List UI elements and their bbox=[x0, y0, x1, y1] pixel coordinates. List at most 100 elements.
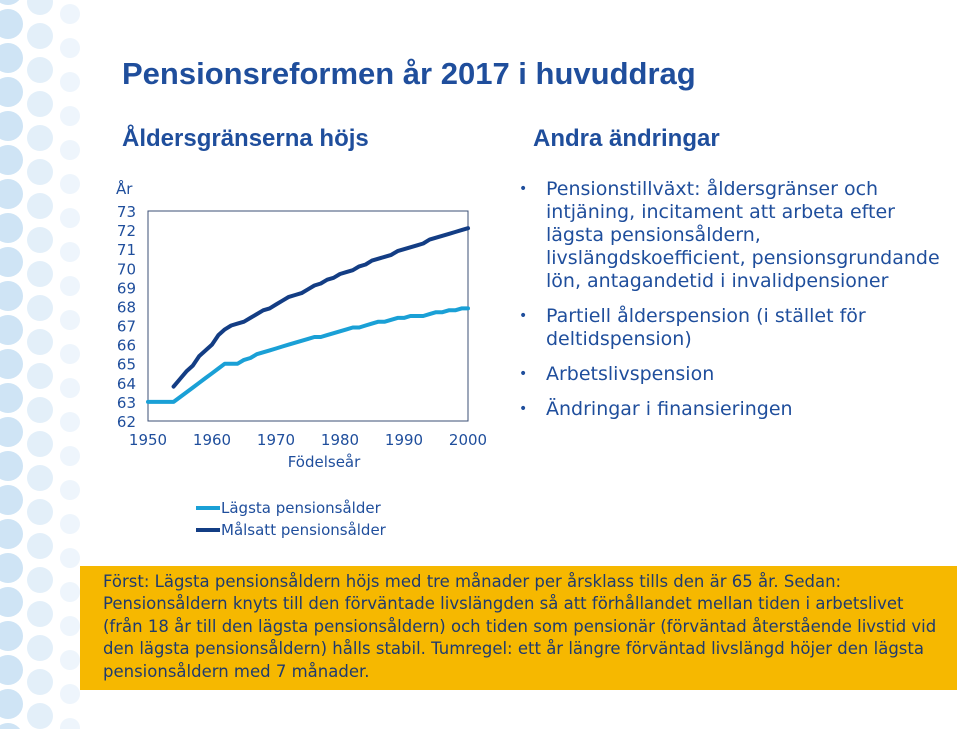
list-item-text: Ändringar i finansieringen bbox=[546, 398, 793, 420]
decorative-circle-pattern bbox=[0, 0, 80, 729]
decor-circle bbox=[60, 38, 80, 58]
decor-circle bbox=[60, 140, 80, 160]
list-item: • Ändringar i finansieringen bbox=[516, 398, 956, 421]
decor-circle bbox=[27, 431, 53, 457]
decor-circle bbox=[27, 567, 53, 593]
list-item-text: Arbetslivspension bbox=[546, 363, 715, 385]
decor-circle bbox=[0, 417, 23, 447]
decor-circle bbox=[60, 412, 80, 432]
y-tick-label: 70 bbox=[117, 260, 136, 278]
series-line-target-retirement-age bbox=[171, 226, 470, 389]
list-item-text: Pensionstillväxt: åldersgränser och intj… bbox=[546, 178, 940, 292]
decor-circle bbox=[0, 247, 23, 277]
bullet-icon: • bbox=[519, 308, 528, 324]
list-item: • Partiell ålderspension (i stället för d… bbox=[516, 305, 956, 351]
x-tick-label: 1980 bbox=[321, 431, 359, 449]
decor-circle bbox=[27, 601, 53, 627]
y-tick-label: 71 bbox=[117, 241, 136, 259]
list-item-text: Partiell ålderspension (i stället för de… bbox=[546, 305, 866, 350]
y-tick-label: 67 bbox=[117, 318, 136, 336]
decor-circle bbox=[0, 43, 23, 73]
decor-circle bbox=[0, 9, 23, 39]
decor-circle bbox=[0, 723, 20, 729]
decor-circle bbox=[27, 635, 53, 661]
decor-circle bbox=[27, 0, 53, 15]
decor-circle bbox=[0, 145, 23, 175]
series-line-lowest-retirement-age bbox=[146, 306, 470, 404]
decor-circle bbox=[60, 616, 80, 636]
decor-circle bbox=[0, 383, 23, 413]
decor-circle bbox=[27, 703, 53, 729]
y-tick-label: 72 bbox=[117, 222, 136, 240]
decor-circle bbox=[27, 23, 53, 49]
decor-circle bbox=[60, 684, 80, 704]
decor-circle bbox=[60, 446, 80, 466]
decor-circle bbox=[60, 582, 80, 602]
y-tick-label: 62 bbox=[117, 413, 136, 431]
decor-circle bbox=[0, 485, 23, 515]
y-tick-label: 65 bbox=[117, 356, 136, 374]
decor-circle bbox=[27, 295, 53, 321]
decor-circle bbox=[0, 519, 23, 549]
decor-circle bbox=[27, 329, 53, 355]
decor-circle bbox=[60, 242, 80, 262]
decor-circle bbox=[60, 514, 80, 534]
decor-circle bbox=[60, 548, 80, 568]
x-tick-label: 1990 bbox=[385, 431, 423, 449]
decor-circle bbox=[27, 91, 53, 117]
info-note-box: Först: Lägsta pensionsåldern höjs med tr… bbox=[80, 566, 957, 690]
decor-circle bbox=[60, 344, 80, 364]
legend-label: Målsatt pensionsålder bbox=[221, 521, 387, 539]
decor-circle bbox=[60, 718, 80, 729]
info-note-text: Först: Lägsta pensionsåldern höjs med tr… bbox=[103, 572, 937, 681]
decor-circle bbox=[27, 57, 53, 83]
decor-circle bbox=[0, 621, 23, 651]
decor-circle bbox=[60, 174, 80, 194]
decor-circle bbox=[0, 111, 23, 141]
decor-circle bbox=[27, 397, 53, 423]
y-tick-label: 68 bbox=[117, 298, 136, 316]
decor-circle bbox=[60, 276, 80, 296]
decor-circle bbox=[0, 281, 23, 311]
decor-circle bbox=[27, 125, 53, 151]
decor-circle bbox=[60, 650, 80, 670]
list-item: • Pensionstillväxt: åldersgränser och int… bbox=[516, 178, 956, 293]
y-tick-label: 66 bbox=[117, 337, 136, 355]
right-heading: Andra ändringar bbox=[533, 125, 720, 152]
decor-circle bbox=[0, 553, 23, 583]
x-tick-label: 1960 bbox=[193, 431, 231, 449]
decor-circle bbox=[0, 0, 20, 5]
decor-circle bbox=[0, 689, 23, 719]
decor-circle bbox=[0, 451, 23, 481]
decor-circle bbox=[0, 179, 23, 209]
decor-circle bbox=[60, 72, 80, 92]
decor-circle bbox=[27, 193, 53, 219]
legend-label: Lägsta pensionsålder bbox=[221, 499, 382, 517]
decor-circle bbox=[0, 213, 23, 243]
decor-circle bbox=[60, 480, 80, 500]
decor-circle bbox=[60, 4, 80, 24]
x-tick-label: 1950 bbox=[129, 431, 167, 449]
decor-circle bbox=[60, 310, 80, 330]
x-axis-label: Födelseår bbox=[288, 453, 361, 471]
left-heading: Åldersgränserna höjs bbox=[122, 125, 369, 152]
plot-area-frame bbox=[147, 210, 469, 422]
decor-circle bbox=[27, 363, 53, 389]
y-tick-label: 69 bbox=[117, 279, 136, 297]
decor-circle bbox=[0, 587, 23, 617]
decor-circle bbox=[0, 349, 23, 379]
decor-circle bbox=[27, 499, 53, 525]
decor-circle bbox=[27, 669, 53, 695]
decor-circle bbox=[60, 378, 80, 398]
decor-circle bbox=[27, 261, 53, 287]
changes-list: • Pensionstillväxt: åldersgränser och int… bbox=[516, 178, 956, 433]
list-item: • Arbetslivspension bbox=[516, 363, 956, 386]
bullet-icon: • bbox=[519, 401, 528, 417]
decor-circle bbox=[60, 106, 80, 126]
decor-circle bbox=[0, 655, 23, 685]
y-tick-label: 64 bbox=[117, 375, 136, 393]
bullet-icon: • bbox=[519, 181, 528, 197]
x-tick-label: 2000 bbox=[449, 431, 487, 449]
y-axis-label: År bbox=[116, 179, 133, 198]
